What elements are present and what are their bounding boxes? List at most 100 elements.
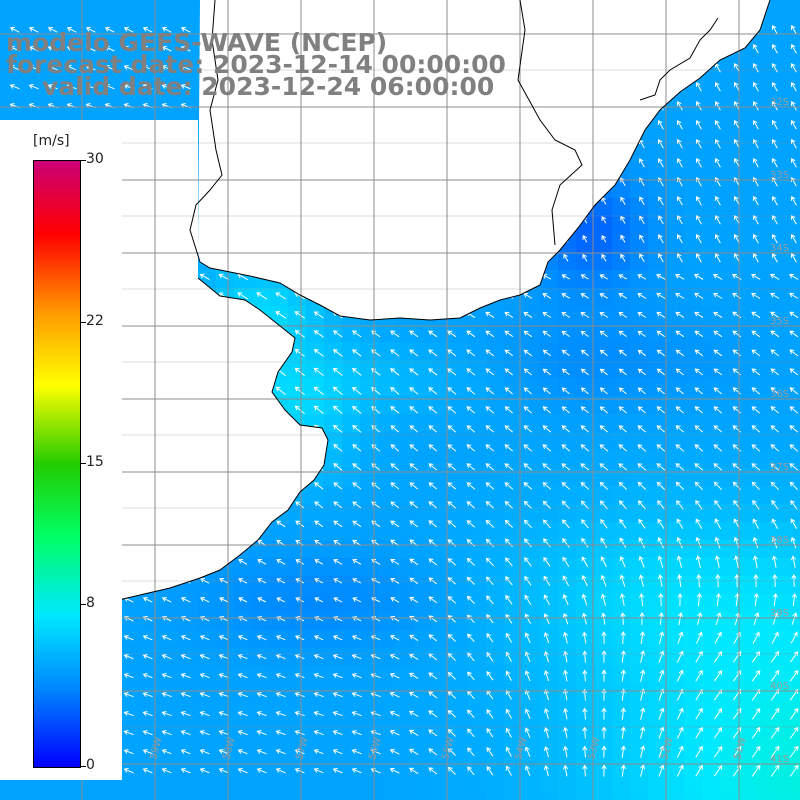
wind-arrow [332, 692, 343, 698]
wind-arrow [789, 651, 799, 663]
wind-arrow [447, 596, 457, 604]
wind-arrow [142, 635, 153, 641]
wind-arrow [447, 633, 456, 642]
wind-arrow [790, 157, 797, 168]
colorbar-tick-label: 15 [86, 454, 104, 470]
wind-arrow [504, 444, 514, 452]
wind-arrow [294, 749, 305, 755]
wind-arrow [389, 672, 400, 679]
wind-arrow [352, 482, 362, 490]
wind-arrow [562, 594, 569, 606]
wind-arrow [333, 424, 343, 433]
wind-arrow [47, 26, 58, 33]
wind-arrow [695, 726, 703, 739]
wind-arrow [561, 519, 570, 529]
wind-arrow [466, 406, 476, 414]
wind-arrow [771, 100, 778, 111]
wind-arrow [523, 293, 533, 299]
wind-arrow [142, 749, 153, 755]
wind-arrow [180, 26, 191, 33]
wind-arrow [409, 368, 419, 376]
wind-arrow [428, 520, 438, 528]
wind-arrow [428, 596, 438, 604]
wind-arrow [790, 24, 797, 35]
wind-arrow [658, 611, 664, 626]
wind-arrow [561, 425, 571, 433]
wind-arrow [428, 406, 438, 414]
wind-arrow [428, 444, 438, 452]
wind-arrow [694, 444, 704, 452]
wind-arrow [524, 613, 531, 624]
wind-arrow [180, 692, 191, 698]
wind-arrow [467, 633, 475, 643]
wind-arrow [161, 730, 172, 736]
wind-arrow [713, 444, 723, 452]
wind-arrow [676, 726, 684, 739]
wind-arrow [619, 555, 626, 568]
wind-arrow [620, 707, 626, 720]
wind-arrow [599, 368, 608, 376]
wind-arrow [485, 501, 495, 509]
wind-arrow [389, 635, 400, 641]
wind-arrow [466, 501, 476, 509]
wind-arrow [620, 631, 626, 644]
wind-arrow [656, 463, 666, 471]
wind-arrow [428, 349, 438, 357]
wind-arrow [351, 368, 362, 376]
wind-arrow [542, 482, 552, 490]
wind-arrow [275, 292, 287, 300]
wind-arrow [543, 708, 549, 720]
wind-arrow [620, 215, 626, 224]
wind-arrow [543, 650, 549, 663]
wind-arrow [180, 711, 191, 717]
wind-arrow [752, 43, 759, 54]
wind-arrow [199, 730, 210, 736]
wind-arrow [447, 690, 457, 699]
wind-arrow [561, 293, 571, 299]
wind-arrow [505, 613, 513, 624]
wind-arrow [485, 463, 495, 471]
wind-arrow [751, 651, 761, 663]
wind-arrow [542, 406, 552, 414]
wind-arrow [313, 730, 324, 736]
wind-arrow [428, 729, 438, 737]
wind-arrow [752, 631, 760, 644]
wind-arrow [677, 196, 683, 206]
wind-arrow [85, 26, 96, 33]
wind-arrow [180, 635, 191, 641]
wind-arrow [332, 654, 343, 660]
wind-arrow [751, 745, 761, 758]
wind-arrow [561, 500, 570, 510]
wind-arrow [123, 654, 134, 660]
wind-arrow [618, 274, 628, 280]
wind-arrow [333, 520, 343, 528]
wind-arrow [561, 444, 571, 452]
wind-arrow [466, 520, 476, 528]
wind-arrow [620, 745, 626, 758]
wind-arrow [790, 43, 797, 54]
wind-arrow [256, 292, 268, 300]
wind-arrow [789, 368, 799, 376]
wind-arrow [486, 633, 494, 643]
wind-arrow [524, 632, 531, 644]
wind-arrow [790, 555, 797, 568]
wind-arrow [47, 45, 58, 52]
wind-arrow [789, 311, 799, 319]
wind-arrow [789, 387, 799, 395]
wind-arrow [161, 692, 172, 698]
wind-arrow [313, 767, 324, 774]
wind-arrow [656, 311, 666, 319]
wind-arrow [256, 635, 267, 641]
wind-arrow [447, 482, 457, 490]
wind-arrow [677, 631, 684, 644]
wind-arrow [770, 273, 780, 280]
wind-arrow [580, 330, 589, 338]
wind-arrow [714, 252, 721, 263]
wind-arrow [580, 387, 589, 395]
wind-arrow [677, 234, 683, 244]
wind-arrow [656, 425, 666, 433]
wind-arrow [390, 368, 400, 376]
wind-arrow [694, 425, 704, 433]
wind-arrow [447, 520, 457, 528]
wind-arrow [542, 311, 552, 318]
